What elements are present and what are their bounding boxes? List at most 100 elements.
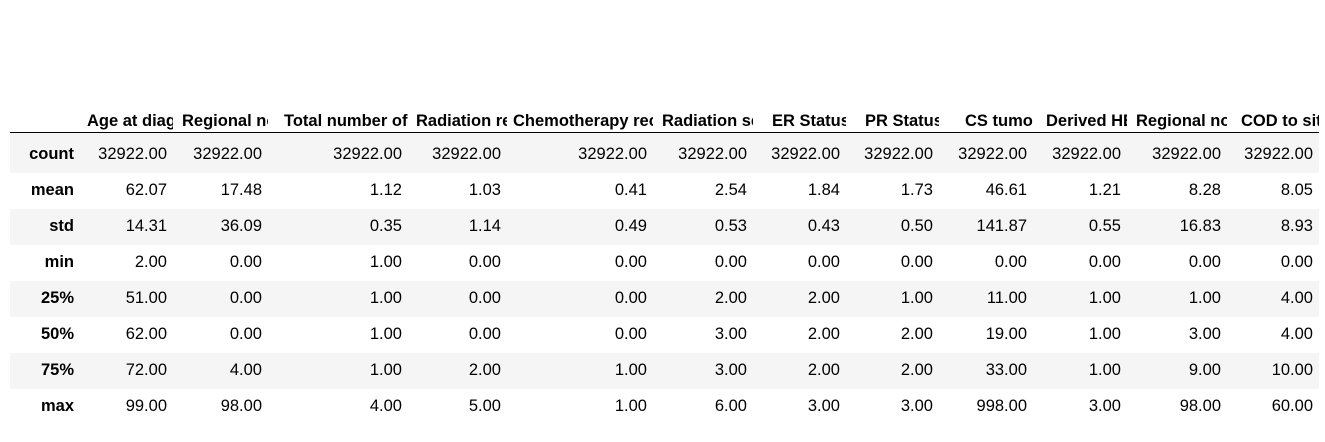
table-cell: 32922.00 [578, 145, 647, 164]
column-header: ER Status Recode Breast Cancer (1990+) [753, 0, 846, 133]
table-cell: 0.00 [229, 325, 262, 343]
table-cell: 8.28 [1188, 181, 1221, 199]
table-cell: 4.00 [229, 361, 262, 379]
describe-table: Age at diagnosis Regional nodes positive… [10, 0, 1319, 425]
table-cell: 3.00 [1188, 325, 1221, 343]
table-cell: 1.84 [807, 181, 840, 199]
table-cell: 1.00 [900, 289, 933, 307]
table-cell: 4.00 [1280, 289, 1313, 307]
table-cell: 33.00 [985, 361, 1027, 379]
table-cell: 1.00 [614, 397, 647, 415]
table-cell: 1.14 [468, 217, 501, 235]
table-header: Age at diagnosis Regional nodes positive… [10, 0, 1319, 133]
table-cell: 2.00 [807, 361, 840, 379]
table-cell: 11.00 [986, 289, 1027, 307]
table-cell: 0.00 [807, 253, 840, 271]
table-cell: 1.00 [369, 325, 402, 343]
table-cell: 8.93 [1280, 217, 1313, 235]
table-cell: 1.00 [614, 361, 647, 379]
table-cell: 2.54 [714, 181, 747, 199]
table-cell: 14.31 [125, 217, 167, 235]
table-cell: 0.00 [614, 253, 647, 271]
table-cell: 1.00 [369, 289, 402, 307]
table-cell: 1.00 [1088, 361, 1121, 379]
table-cell: 2.00 [900, 361, 933, 379]
row-index-label: mean [30, 181, 74, 199]
table-cell: 4.00 [369, 397, 402, 415]
table-cell: 32922.00 [193, 145, 262, 164]
table-cell: 2.00 [807, 289, 840, 307]
table-cell: 998.00 [976, 397, 1027, 415]
row-index-label: 75% [40, 361, 74, 379]
table-cell: 62.00 [125, 325, 167, 343]
table-cell: 1.00 [1088, 325, 1121, 343]
column-header: Radiation sequence with surgery [653, 0, 753, 133]
table-cell: 8.05 [1280, 181, 1313, 199]
table-cell: 32922.00 [1052, 145, 1121, 164]
table-row: 50% 62.00 0.00 1.00 0.00 0.00 3.00 2.00 … [10, 316, 1319, 353]
table-cell: 0.00 [1280, 253, 1313, 271]
table-cell: 0.00 [468, 325, 501, 343]
table-row: max 99.00 98.00 4.00 5.00 1.00 6.00 3.00… [10, 388, 1319, 425]
column-header: Radiation recode [408, 0, 507, 133]
table-cell: 0.55 [1088, 217, 1121, 235]
column-header: Chemotherapy recode [507, 0, 653, 133]
table-cell: 36.09 [220, 217, 262, 235]
table-cell: 1.00 [369, 361, 402, 379]
table-cell: 2.00 [807, 325, 840, 343]
column-header: Derived HER2 Recode (2010+) [1033, 0, 1127, 133]
column-header: Regional nodes examined (1988+) [1127, 0, 1227, 133]
table-row: std 14.31 36.09 0.35 1.14 0.49 0.53 0.43… [10, 208, 1319, 245]
table-cell: 141.87 [976, 217, 1027, 235]
table-cell: 0.00 [714, 253, 747, 271]
table-cell: 99.00 [125, 397, 167, 415]
column-header: Regional nodes positive (1988+) [173, 0, 268, 133]
table-cell: 32922.00 [771, 145, 840, 164]
table-cell: 10.00 [1271, 361, 1313, 379]
column-header: COD to site recode [1227, 0, 1319, 133]
table-cell: 2.00 [900, 325, 933, 343]
table-cell: 3.00 [1088, 397, 1121, 415]
row-index-label: 50% [40, 325, 74, 343]
table-cell: 32922.00 [432, 145, 501, 164]
row-index-label: max [40, 397, 74, 415]
table-row: 25% 51.00 0.00 1.00 0.00 0.00 2.00 2.00 … [10, 280, 1319, 317]
table-cell: 0.00 [1088, 253, 1121, 271]
row-index-label: count [29, 145, 74, 164]
table-cell: 60.00 [1271, 397, 1313, 415]
table-cell: 2.00 [714, 289, 747, 307]
row-index-label: std [49, 217, 74, 235]
table-cell: 1.00 [1088, 289, 1121, 307]
table-cell: 32922.00 [98, 145, 167, 164]
table-cell: 2.00 [468, 361, 501, 379]
row-index-label: min [44, 253, 74, 271]
table-cell: 1.00 [1188, 289, 1221, 307]
row-index-label: 25% [40, 289, 74, 307]
table-cell: 0.35 [369, 217, 402, 235]
table-cell: 9.00 [1188, 361, 1221, 379]
table-cell: 3.00 [807, 397, 840, 415]
table-cell: 3.00 [714, 361, 747, 379]
column-header: CS tumor size (2004-2015) [939, 0, 1033, 133]
table-cell: 0.00 [468, 289, 501, 307]
table-cell: 46.61 [985, 181, 1027, 199]
table-cell: 32922.00 [958, 145, 1027, 164]
table-cell: 0.00 [468, 253, 501, 271]
table-cell: 2.00 [134, 253, 167, 271]
table-cell: 32922.00 [864, 145, 933, 164]
table-cell: 98.00 [1179, 397, 1221, 415]
table-cell: 0.50 [900, 217, 933, 235]
header-row: Age at diagnosis Regional nodes positive… [10, 0, 1319, 133]
table-body: count 32922.00 32922.00 32922.00 32922.0… [10, 132, 1319, 425]
table-cell: 0.49 [614, 217, 647, 235]
table-cell: 32922.00 [1152, 145, 1221, 164]
column-header: Total number of in situ/malignant tumors… [268, 0, 408, 133]
table-cell: 6.00 [714, 397, 747, 415]
table-cell: 1.73 [900, 181, 933, 199]
table-row: min 2.00 0.00 1.00 0.00 0.00 0.00 0.00 0… [10, 244, 1319, 281]
table-cell: 17.48 [220, 181, 262, 199]
table-cell: 1.21 [1088, 181, 1121, 199]
table-cell: 0.41 [614, 181, 647, 199]
table-cell: 0.00 [994, 253, 1027, 271]
index-header-corner [10, 0, 80, 133]
